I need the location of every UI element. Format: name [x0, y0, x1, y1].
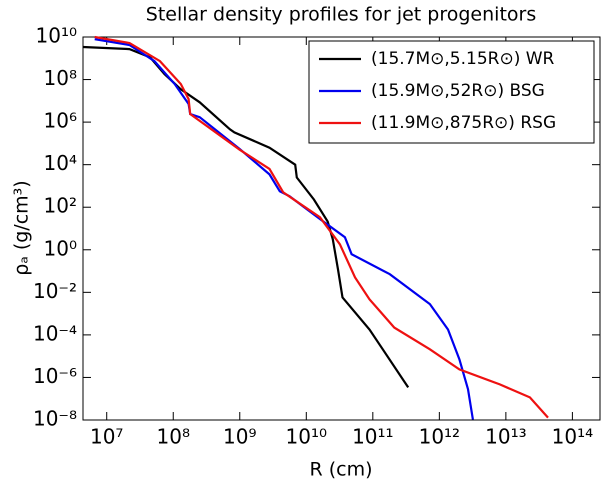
x-axis-label: R (cm) — [309, 459, 372, 481]
x-tick-label: 10⁸ — [157, 425, 190, 449]
series-line — [94, 35, 549, 419]
y-tick-label: 10⁻⁸ — [33, 407, 77, 431]
x-tick-label: 10¹⁴ — [552, 425, 593, 449]
y-tick-label: 10⁴ — [44, 151, 77, 175]
y-tick-label: 10⁸ — [44, 66, 77, 90]
y-tick-label: 10² — [44, 194, 77, 218]
plot-area — [82, 36, 601, 421]
x-tick-label: 10⁷ — [90, 425, 123, 449]
y-tick-label: 10⁻⁴ — [33, 321, 77, 345]
y-axis-label: ρₐ (g/cm³) — [11, 180, 33, 275]
legend-label: (11.9M⊙,875R⊙) RSG — [371, 113, 556, 133]
x-tick-label: 10¹² — [419, 425, 460, 449]
legend-label: (15.9M⊙,52R⊙) BSG — [371, 81, 545, 101]
y-tick-label: 10¹⁰ — [36, 24, 77, 48]
y-tick-label: 10⁶ — [44, 109, 77, 133]
x-tick-label: 10¹³ — [485, 425, 526, 449]
x-tick-label: 10⁹ — [223, 425, 256, 449]
x-tick-label: 10¹¹ — [352, 425, 393, 449]
chart-title: Stellar density profiles for jet progeni… — [146, 4, 536, 26]
y-tick-label: 10⁻² — [33, 279, 77, 303]
legend-label: (15.7M⊙,5.15R⊙) WR — [371, 49, 555, 69]
y-tick-label: 10⁰ — [44, 236, 77, 260]
y-tick-label: 10⁻⁶ — [33, 364, 77, 388]
x-tick-label: 10¹⁰ — [286, 425, 327, 449]
